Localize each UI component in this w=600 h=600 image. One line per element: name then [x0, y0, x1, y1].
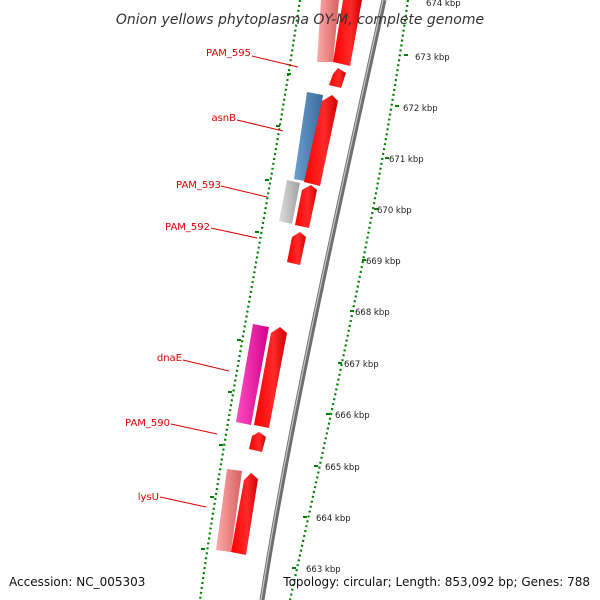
scale-label: 674 kbp: [426, 0, 461, 9]
scale-label: 665 kbp: [325, 463, 360, 473]
scale-labels: 674 kbp 673 kbp 672 kbp 671 kbp 670 kbp 669 k…: [306, 0, 461, 575]
scale-label: 670 kbp: [377, 206, 412, 216]
gene-label: lysU: [138, 492, 159, 503]
inner-track: [198, 0, 302, 600]
scale-label: 672 kbp: [403, 104, 438, 114]
outer-scale-ticks: [292, 54, 408, 569]
gene-label: dnaE: [157, 353, 182, 364]
gene-labels: PAM_595 asnB PAM_593 PAM_592 dnaE PAM_590 lysU: [125, 48, 251, 503]
scale-label: 669 kbp: [366, 257, 401, 267]
genome-backbone: [259, 0, 387, 600]
feature-pam592-red: [287, 232, 306, 265]
scale-label: 667 kbp: [344, 360, 379, 370]
genome-summary-text: Topology: circular; Length: 853,092 bp; …: [282, 575, 590, 589]
gene-label: PAM_590: [125, 418, 170, 429]
scale-label: 673 kbp: [415, 53, 450, 63]
scale-label: 666 kbp: [335, 411, 370, 421]
gene-label: asnB: [211, 113, 236, 124]
label-leaders: [159, 55, 299, 508]
feature-pam593-red: [295, 185, 317, 228]
feature-small-red: [329, 68, 346, 88]
gene-label: PAM_593: [176, 180, 221, 191]
scale-label: 671 kbp: [389, 155, 424, 165]
feature-asnB-red: [304, 95, 338, 186]
feature-lysU-red: [231, 473, 258, 555]
scale-label: 664 kbp: [316, 514, 351, 524]
feature-top-pink: [317, 0, 339, 62]
feature-pam593: [279, 180, 300, 224]
feature-asnB: [294, 92, 323, 182]
map-title: Onion yellows phytoplasma OY-M, complete…: [116, 12, 484, 28]
feature-pam590-red: [249, 432, 266, 452]
outer-scale-ring: [288, 0, 410, 600]
gene-label: PAM_592: [165, 222, 210, 233]
feature-dnaE: [236, 324, 269, 425]
scale-label: 663 kbp: [306, 565, 341, 575]
gene-label: PAM_595: [206, 48, 251, 59]
feature-top-red: [333, 0, 362, 66]
forward-strand-features: [231, 0, 362, 555]
scale-label: 668 kbp: [355, 308, 390, 318]
accession-text: Accession: NC_005303: [9, 575, 145, 589]
feature-dnaE-red: [254, 327, 287, 428]
feature-lysU: [216, 469, 242, 552]
reverse-strand-features: [216, 0, 339, 552]
inner-track-ticks: [201, 73, 291, 550]
